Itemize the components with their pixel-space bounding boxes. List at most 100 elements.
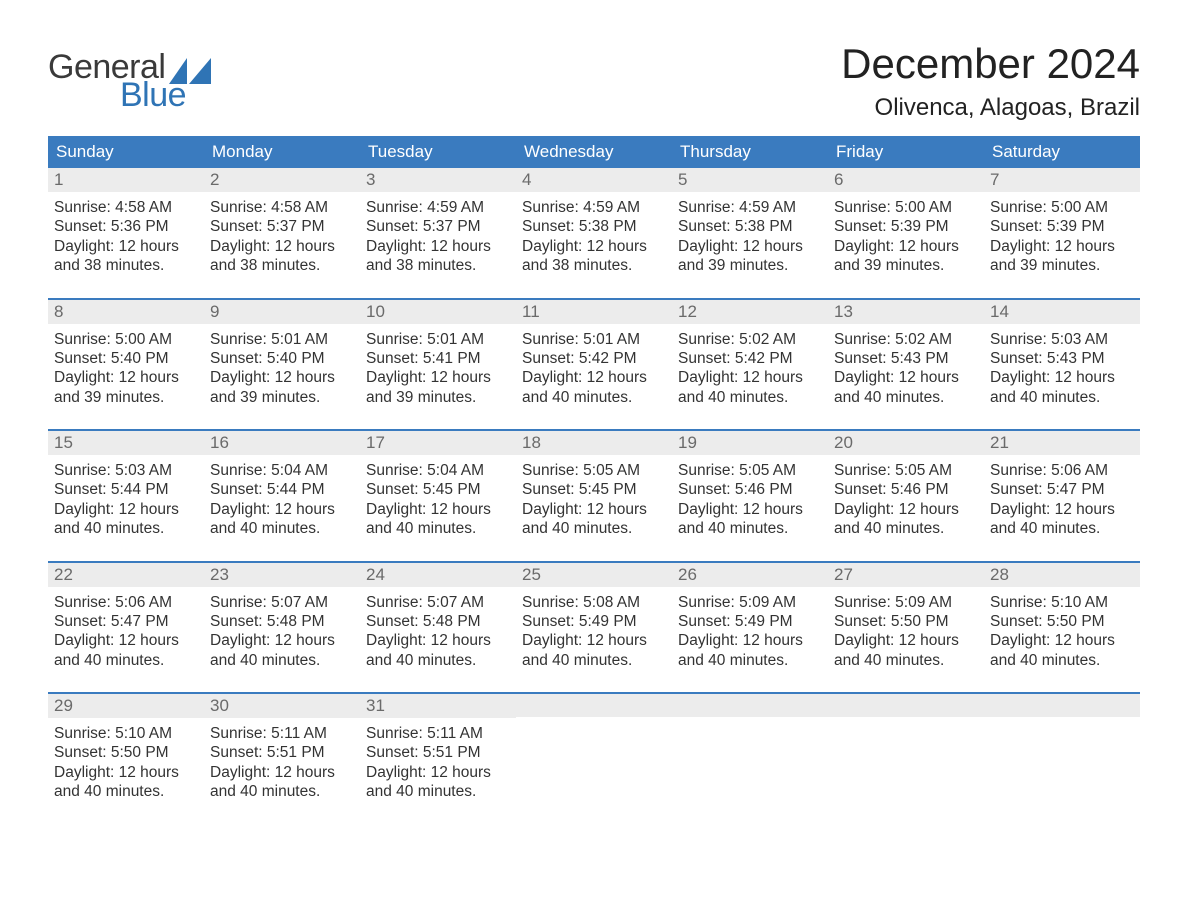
calendar-day: 20Sunrise: 5:05 AMSunset: 5:46 PMDayligh… [828, 431, 984, 545]
day-details: Sunrise: 5:05 AMSunset: 5:46 PMDaylight:… [828, 455, 984, 545]
sunset-text: Sunset: 5:50 PM [54, 743, 198, 762]
day-details: Sunrise: 5:08 AMSunset: 5:49 PMDaylight:… [516, 587, 672, 677]
sunrise-text: Sunrise: 5:01 AM [210, 330, 354, 349]
daylight-text: Daylight: 12 hours [522, 500, 666, 519]
sunrise-text: Sunrise: 5:01 AM [522, 330, 666, 349]
calendar-day: 27Sunrise: 5:09 AMSunset: 5:50 PMDayligh… [828, 563, 984, 677]
day-details: Sunrise: 4:59 AMSunset: 5:38 PMDaylight:… [672, 192, 828, 282]
calendar-day: 21Sunrise: 5:06 AMSunset: 5:47 PMDayligh… [984, 431, 1140, 545]
daylight-text: and 40 minutes. [54, 782, 198, 801]
daylight-text: Daylight: 12 hours [834, 368, 978, 387]
calendar-day [828, 694, 984, 808]
daylight-text: and 39 minutes. [990, 256, 1134, 275]
sunset-text: Sunset: 5:40 PM [54, 349, 198, 368]
day-details: Sunrise: 4:59 AMSunset: 5:37 PMDaylight:… [360, 192, 516, 282]
day-number: 30 [204, 694, 360, 718]
day-details: Sunrise: 5:03 AMSunset: 5:44 PMDaylight:… [48, 455, 204, 545]
calendar-week: 1Sunrise: 4:58 AMSunset: 5:36 PMDaylight… [48, 168, 1140, 282]
calendar-day: 22Sunrise: 5:06 AMSunset: 5:47 PMDayligh… [48, 563, 204, 677]
calendar-day [984, 694, 1140, 808]
daylight-text: Daylight: 12 hours [678, 368, 822, 387]
sunset-text: Sunset: 5:43 PM [834, 349, 978, 368]
daylight-text: Daylight: 12 hours [366, 368, 510, 387]
calendar-week: 15Sunrise: 5:03 AMSunset: 5:44 PMDayligh… [48, 429, 1140, 545]
daylight-text: Daylight: 12 hours [834, 500, 978, 519]
daylight-text: Daylight: 12 hours [366, 500, 510, 519]
daylight-text: and 40 minutes. [366, 651, 510, 670]
calendar-day: 15Sunrise: 5:03 AMSunset: 5:44 PMDayligh… [48, 431, 204, 545]
daylight-text: Daylight: 12 hours [210, 631, 354, 650]
sunrise-text: Sunrise: 5:04 AM [366, 461, 510, 480]
sunrise-text: Sunrise: 5:02 AM [678, 330, 822, 349]
daylight-text: and 39 minutes. [366, 388, 510, 407]
day-number: 5 [672, 168, 828, 192]
calendar-day: 18Sunrise: 5:05 AMSunset: 5:45 PMDayligh… [516, 431, 672, 545]
day-number [828, 694, 984, 717]
sunrise-text: Sunrise: 5:03 AM [990, 330, 1134, 349]
sunrise-text: Sunrise: 5:05 AM [678, 461, 822, 480]
daylight-text: Daylight: 12 hours [678, 500, 822, 519]
day-details: Sunrise: 4:58 AMSunset: 5:36 PMDaylight:… [48, 192, 204, 282]
daylight-text: Daylight: 12 hours [366, 237, 510, 256]
sunrise-text: Sunrise: 5:09 AM [834, 593, 978, 612]
calendar-header-row: SundayMondayTuesdayWednesdayThursdayFrid… [48, 136, 1140, 168]
sunrise-text: Sunrise: 5:08 AM [522, 593, 666, 612]
page-title: December 2024 [841, 40, 1140, 88]
day-details: Sunrise: 5:02 AMSunset: 5:42 PMDaylight:… [672, 324, 828, 414]
sunrise-text: Sunrise: 5:07 AM [366, 593, 510, 612]
calendar-day: 3Sunrise: 4:59 AMSunset: 5:37 PMDaylight… [360, 168, 516, 282]
day-number: 21 [984, 431, 1140, 455]
sunset-text: Sunset: 5:39 PM [990, 217, 1134, 236]
day-details: Sunrise: 5:04 AMSunset: 5:44 PMDaylight:… [204, 455, 360, 545]
weekday-header: Monday [204, 136, 360, 168]
daylight-text: and 40 minutes. [522, 388, 666, 407]
day-number: 2 [204, 168, 360, 192]
daylight-text: and 40 minutes. [834, 388, 978, 407]
calendar-day: 1Sunrise: 4:58 AMSunset: 5:36 PMDaylight… [48, 168, 204, 282]
sunset-text: Sunset: 5:49 PM [522, 612, 666, 631]
day-number: 14 [984, 300, 1140, 324]
daylight-text: Daylight: 12 hours [678, 237, 822, 256]
weekday-header: Sunday [48, 136, 204, 168]
calendar-day: 19Sunrise: 5:05 AMSunset: 5:46 PMDayligh… [672, 431, 828, 545]
day-number: 29 [48, 694, 204, 718]
daylight-text: Daylight: 12 hours [366, 763, 510, 782]
daylight-text: Daylight: 12 hours [54, 631, 198, 650]
day-details: Sunrise: 4:59 AMSunset: 5:38 PMDaylight:… [516, 192, 672, 282]
daylight-text: Daylight: 12 hours [990, 500, 1134, 519]
calendar-day [672, 694, 828, 808]
sunrise-text: Sunrise: 4:58 AM [54, 198, 198, 217]
daylight-text: and 38 minutes. [210, 256, 354, 275]
sunset-text: Sunset: 5:44 PM [54, 480, 198, 499]
sunrise-text: Sunrise: 5:00 AM [834, 198, 978, 217]
calendar-day: 7Sunrise: 5:00 AMSunset: 5:39 PMDaylight… [984, 168, 1140, 282]
sunset-text: Sunset: 5:46 PM [834, 480, 978, 499]
calendar-day: 8Sunrise: 5:00 AMSunset: 5:40 PMDaylight… [48, 300, 204, 414]
day-number: 18 [516, 431, 672, 455]
daylight-text: and 39 minutes. [54, 388, 198, 407]
sunset-text: Sunset: 5:49 PM [678, 612, 822, 631]
daylight-text: and 40 minutes. [522, 651, 666, 670]
daylight-text: and 39 minutes. [678, 256, 822, 275]
title-block: December 2024 Olivenca, Alagoas, Brazil [841, 40, 1140, 122]
daylight-text: and 40 minutes. [210, 519, 354, 538]
sunset-text: Sunset: 5:40 PM [210, 349, 354, 368]
day-number: 31 [360, 694, 516, 718]
sunrise-text: Sunrise: 5:04 AM [210, 461, 354, 480]
calendar-day: 28Sunrise: 5:10 AMSunset: 5:50 PMDayligh… [984, 563, 1140, 677]
daylight-text: and 40 minutes. [54, 519, 198, 538]
day-number: 13 [828, 300, 984, 324]
daylight-text: and 40 minutes. [366, 519, 510, 538]
calendar-day: 5Sunrise: 4:59 AMSunset: 5:38 PMDaylight… [672, 168, 828, 282]
daylight-text: Daylight: 12 hours [834, 237, 978, 256]
day-number: 9 [204, 300, 360, 324]
calendar-day: 24Sunrise: 5:07 AMSunset: 5:48 PMDayligh… [360, 563, 516, 677]
calendar-day: 10Sunrise: 5:01 AMSunset: 5:41 PMDayligh… [360, 300, 516, 414]
sunset-text: Sunset: 5:48 PM [210, 612, 354, 631]
calendar-day: 9Sunrise: 5:01 AMSunset: 5:40 PMDaylight… [204, 300, 360, 414]
daylight-text: Daylight: 12 hours [54, 500, 198, 519]
sunrise-text: Sunrise: 5:00 AM [990, 198, 1134, 217]
calendar-day: 26Sunrise: 5:09 AMSunset: 5:49 PMDayligh… [672, 563, 828, 677]
sunset-text: Sunset: 5:37 PM [210, 217, 354, 236]
daylight-text: and 40 minutes. [990, 651, 1134, 670]
